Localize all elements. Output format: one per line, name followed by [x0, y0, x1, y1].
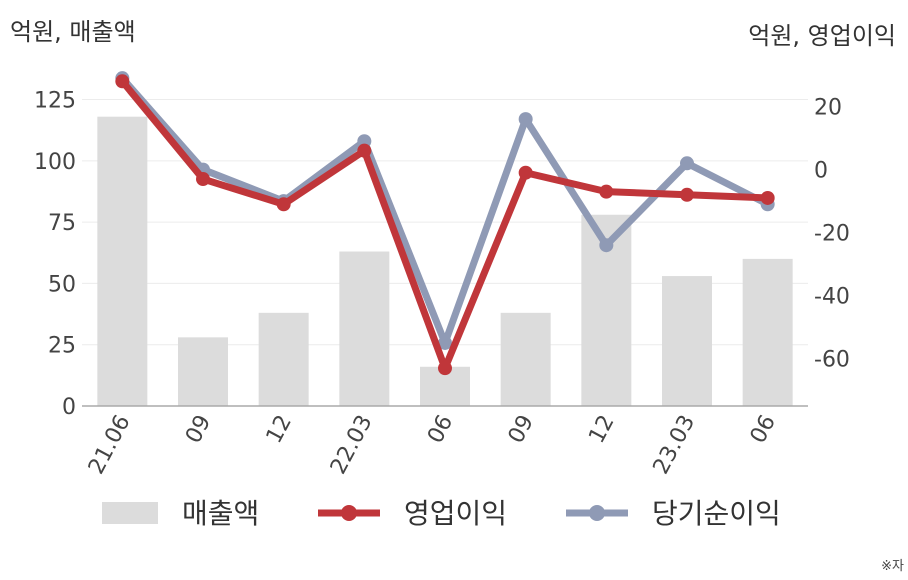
point-영업이익 [680, 187, 694, 202]
x-tick-label: 06 [746, 411, 781, 447]
bar-매출액 [742, 258, 793, 406]
x-tick-label: 09 [181, 411, 216, 447]
bar-매출액 [258, 312, 309, 406]
right-tick-label: -40 [814, 285, 850, 310]
bar-매출액 [178, 337, 228, 406]
x-tick-label: 12 [262, 411, 297, 447]
point-당기순이익 [680, 156, 694, 171]
legend-marker-영업이익 [341, 505, 357, 521]
bar-매출액 [662, 276, 712, 406]
left-axis-unit: 억원, 매출액 [10, 18, 136, 46]
left-tick-label: 125 [34, 89, 76, 114]
point-영업이익 [357, 143, 372, 158]
point-당기순이익 [518, 112, 533, 127]
right-tick-label: 0 [814, 159, 828, 184]
point-영업이익 [276, 197, 291, 212]
point-영업이익 [115, 74, 130, 89]
bar-매출액 [97, 116, 148, 406]
point-영업이익 [518, 165, 533, 180]
footnote: ※자 [881, 559, 904, 574]
bar-매출액 [500, 312, 551, 406]
x-tick-label: 21.06 [84, 411, 136, 478]
right-tick-label: -60 [814, 348, 850, 373]
right-tick-label: 20 [814, 96, 842, 121]
x-tick-label: 23.03 [649, 411, 701, 478]
right-tick-label: -20 [814, 222, 850, 247]
right-axis-unit: 억원, 영업이익 [748, 22, 896, 50]
x-tick-label: 12 [584, 411, 619, 447]
x-tick-label: 06 [423, 411, 458, 447]
left-tick-label: 0 [62, 395, 76, 420]
left-tick-label: 75 [48, 211, 76, 236]
bar-매출액 [339, 251, 390, 406]
point-영업이익 [196, 172, 210, 187]
x-tick-label: 09 [504, 411, 539, 447]
point-영업이익 [760, 190, 775, 205]
point-당기순이익 [599, 238, 614, 253]
legend-swatch-매출액 [102, 502, 158, 524]
legend-marker-당기순이익 [589, 505, 605, 521]
left-tick-label: 25 [48, 334, 76, 359]
legend-label: 영업이익 [404, 497, 507, 530]
left-tick-label: 100 [34, 150, 76, 175]
point-당기순이익 [438, 335, 452, 350]
legend-label: 당기순이익 [652, 497, 781, 530]
legend-label: 매출액 [182, 497, 259, 530]
x-tick-label: 22.03 [326, 411, 378, 478]
point-영업이익 [438, 361, 452, 376]
left-tick-label: 50 [48, 272, 76, 297]
point-영업이익 [599, 184, 614, 199]
